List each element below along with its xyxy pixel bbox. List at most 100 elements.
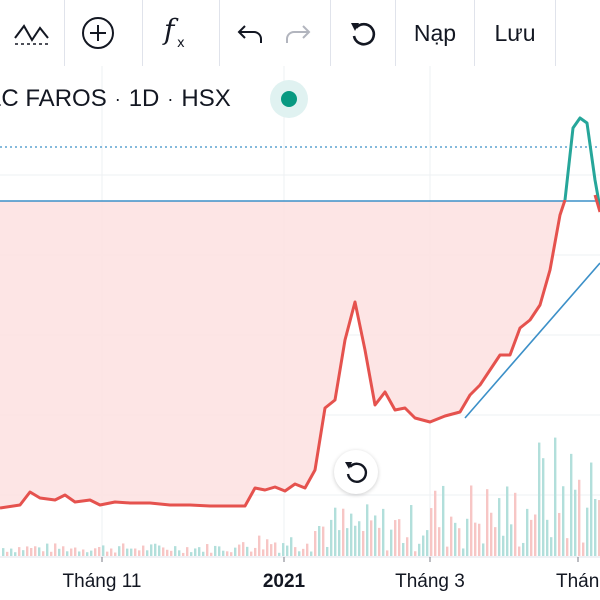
volume-bar — [262, 549, 265, 556]
volume-bar — [438, 527, 441, 556]
volume-bar — [178, 550, 181, 556]
volume-bar — [470, 485, 473, 556]
volume-bar — [398, 519, 401, 556]
indicators-button[interactable] — [0, 0, 64, 66]
plus-circle-icon — [82, 17, 114, 49]
volume-bar — [110, 548, 113, 556]
volume-bar — [238, 544, 241, 556]
volume-bar — [358, 521, 361, 556]
volume-bar — [370, 520, 373, 556]
x-tick-label: Thán — [556, 571, 599, 592]
interval-label[interactable]: 1D — [128, 85, 160, 112]
volume-bar — [546, 519, 549, 556]
volume-bar — [162, 547, 165, 556]
volume-bar — [338, 530, 341, 556]
volume-bar — [26, 546, 29, 556]
volume-bar — [70, 548, 73, 556]
volume-bar — [510, 524, 513, 556]
volume-bar — [386, 550, 389, 556]
svg-text:x: x — [177, 36, 185, 51]
volume-bar — [326, 546, 329, 556]
volume-bar — [318, 526, 321, 556]
price-line — [0, 199, 567, 510]
volume-bar — [242, 542, 245, 556]
add-button[interactable] — [65, 0, 131, 66]
symbol-name[interactable]: LC FAROS — [0, 85, 107, 112]
volume-bar — [174, 546, 177, 556]
volume-bar — [418, 543, 421, 556]
toolbar-divider — [395, 0, 396, 66]
volume-bar — [34, 546, 37, 556]
volume-bar — [94, 548, 97, 556]
volume-bar — [330, 519, 333, 556]
volume-bar — [2, 548, 5, 556]
volume-bar — [194, 548, 197, 556]
redo-button[interactable] — [274, 0, 322, 66]
x-tick-label: Tháng 3 — [395, 571, 465, 592]
volume-bar — [14, 552, 17, 556]
formula-button[interactable]: f x — [143, 0, 209, 66]
indicators-icon — [14, 24, 49, 45]
toolbar-divider — [142, 0, 143, 66]
volume-bar — [366, 504, 369, 556]
volume-bar — [558, 512, 561, 556]
market-status-indicator[interactable] — [270, 80, 308, 118]
volume-bar — [450, 516, 453, 556]
volume-bar — [230, 552, 233, 556]
volume-bar — [58, 548, 61, 556]
toolbar-divider — [330, 0, 331, 66]
volume-bar — [42, 551, 45, 556]
volume-bar — [378, 527, 381, 556]
volume-bar — [550, 537, 553, 556]
volume-bar — [246, 546, 249, 556]
save-button[interactable]: Lưu — [475, 0, 555, 66]
volume-bar — [322, 526, 325, 556]
status-dot — [281, 91, 297, 107]
reset-view-icon — [345, 462, 368, 483]
volume-bar — [186, 547, 189, 556]
volume-bar — [126, 548, 129, 556]
volume-bar — [102, 545, 105, 556]
volume-bar — [426, 530, 429, 556]
price-chart[interactable]: Tháng 11 2021 Tháng 3 Thán — [0, 66, 600, 600]
volume-bar — [458, 528, 461, 556]
volume-bar — [590, 462, 593, 556]
volume-bar — [598, 500, 600, 556]
load-button[interactable]: Nạp — [396, 0, 474, 66]
top-toolbar: f x Nạp Lưu — [0, 0, 600, 66]
volume-bar — [210, 552, 213, 556]
volume-bar — [266, 539, 269, 556]
volume-bar — [374, 515, 377, 556]
price-area-fill — [0, 200, 565, 508]
fx-icon: f x — [162, 13, 185, 51]
volume-bar — [118, 546, 121, 556]
volume-bar — [206, 544, 209, 556]
volume-bar — [30, 548, 33, 556]
volume-bar — [122, 543, 125, 556]
volume-bar — [434, 490, 437, 556]
volume-bar — [586, 507, 589, 556]
volume-bar — [86, 552, 89, 556]
volume-bar — [566, 538, 569, 556]
volume-bar — [202, 551, 205, 556]
volume-bar — [290, 537, 293, 556]
volume-bar — [90, 550, 93, 556]
volume-bar — [430, 508, 433, 556]
trendline[interactable] — [464, 262, 600, 419]
volume-bar — [486, 489, 489, 556]
volume-bar — [346, 528, 349, 556]
volume-bar — [82, 549, 85, 556]
volume-bar — [6, 551, 9, 556]
undo-button[interactable] — [226, 0, 274, 66]
volume-bar — [442, 485, 445, 556]
volume-bar — [310, 551, 313, 556]
reset-view-button[interactable] — [334, 450, 378, 494]
load-label: Nạp — [413, 19, 457, 46]
volume-bar — [482, 543, 485, 556]
refresh-button[interactable] — [331, 0, 395, 66]
separator-dot: · — [167, 88, 174, 109]
volume-bar — [530, 519, 533, 556]
toolbar-divider — [555, 0, 556, 66]
exchange-label: HSX — [181, 85, 231, 112]
volume-bar — [506, 486, 509, 556]
